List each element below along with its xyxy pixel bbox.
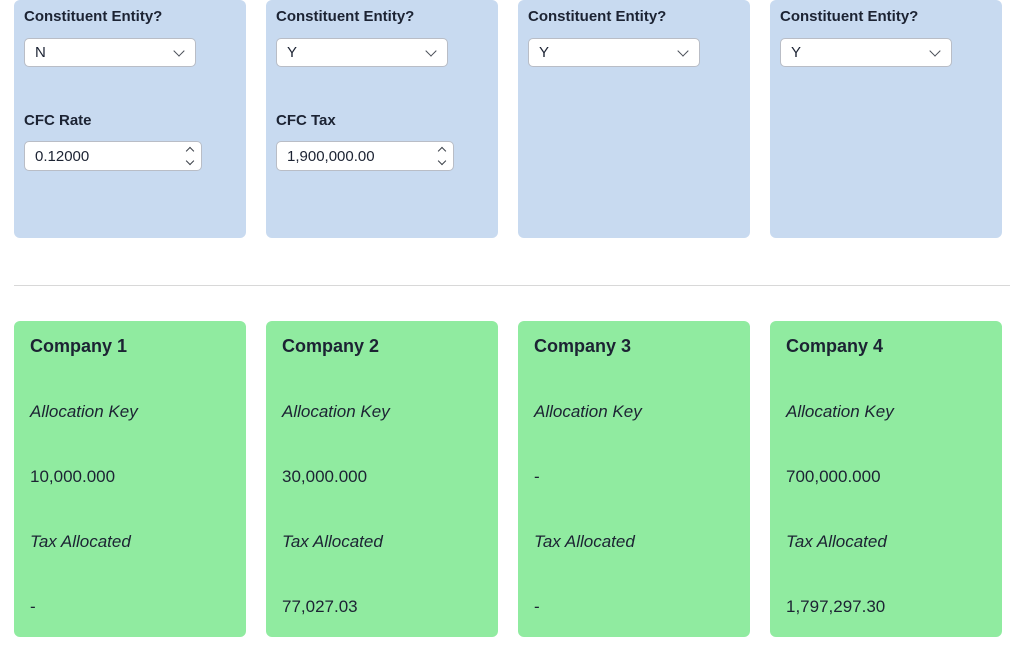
allocation-key-value: 700,000.000 xyxy=(786,467,881,486)
constituent-entity-label: Constituent Entity? xyxy=(24,8,163,25)
company-cards-row: Company 1 Allocation Key 10,000.000 Tax … xyxy=(14,321,1010,637)
number-stepper[interactable] xyxy=(437,141,447,171)
spinner-down-icon xyxy=(437,156,447,166)
tax-allocated-value: 1,797,297.30 xyxy=(786,597,886,616)
constituent-entity-label: Constituent Entity? xyxy=(528,8,667,25)
cfc-tax-input-wrap xyxy=(276,141,454,171)
constituent-entity-select[interactable]: N xyxy=(24,38,196,67)
entity-card-3: Constituent Entity? Y xyxy=(518,0,750,238)
allocation-key-value: 10,000.000 xyxy=(30,467,116,486)
spinner-up-icon xyxy=(185,146,195,156)
allocation-key-value: - xyxy=(534,467,540,486)
constituent-entity-select[interactable]: Y xyxy=(528,38,700,67)
tax-allocated-label: Tax Allocated xyxy=(30,532,131,551)
select-value: N xyxy=(35,44,46,61)
allocation-key-label: Allocation Key xyxy=(30,402,138,421)
select-value: Y xyxy=(539,44,550,61)
company-card-1: Company 1 Allocation Key 10,000.000 Tax … xyxy=(14,321,246,637)
allocation-key-label: Allocation Key xyxy=(534,402,642,421)
company-title: Company 2 xyxy=(282,336,380,356)
company-title: Company 1 xyxy=(30,336,128,356)
number-stepper[interactable] xyxy=(185,141,195,171)
entity-card-4: Constituent Entity? Y xyxy=(770,0,1002,238)
tax-allocated-label: Tax Allocated xyxy=(786,532,887,551)
constituent-entity-select[interactable]: Y xyxy=(276,38,448,67)
chevron-down-icon xyxy=(929,44,941,57)
cfc-tax-label: CFC Tax xyxy=(276,112,336,129)
allocation-key-label: Allocation Key xyxy=(786,402,894,421)
company-card-2: Company 2 Allocation Key 30,000.000 Tax … xyxy=(266,321,498,637)
cfc-tax-input[interactable] xyxy=(276,141,454,171)
select-value: Y xyxy=(287,44,298,61)
constituent-entity-label: Constituent Entity? xyxy=(780,8,919,25)
tax-allocated-label: Tax Allocated xyxy=(282,532,383,551)
tax-allocated-value: - xyxy=(534,597,540,616)
cfc-rate-label: CFC Rate xyxy=(24,112,92,129)
divider xyxy=(14,285,1010,286)
constituent-entity-select[interactable]: Y xyxy=(780,38,952,67)
entity-card-2: Constituent Entity? Y CFC Tax xyxy=(266,0,498,238)
cfc-rate-input-wrap xyxy=(24,141,202,171)
entity-card-1: Constituent Entity? N CFC Rate xyxy=(14,0,246,238)
allocation-key-value: 30,000.000 xyxy=(282,467,368,486)
company-card-4: Company 4 Allocation Key 700,000.000 Tax… xyxy=(770,321,1002,637)
company-title: Company 3 xyxy=(534,336,632,356)
select-value: Y xyxy=(791,44,802,61)
page: Constituent Entity? N CFC Rate Constitue… xyxy=(14,0,1010,637)
company-title: Company 4 xyxy=(786,336,884,356)
cfc-rate-input[interactable] xyxy=(24,141,202,171)
constituent-entity-label: Constituent Entity? xyxy=(276,8,415,25)
allocation-key-label: Allocation Key xyxy=(282,402,390,421)
chevron-down-icon xyxy=(677,44,689,57)
tax-allocated-value: 77,027.03 xyxy=(282,597,358,616)
spinner-down-icon xyxy=(185,156,195,166)
spinner-up-icon xyxy=(437,146,447,156)
chevron-down-icon xyxy=(425,44,437,57)
tax-allocated-value: - xyxy=(30,597,36,616)
company-card-3: Company 3 Allocation Key - Tax Allocated… xyxy=(518,321,750,637)
tax-allocated-label: Tax Allocated xyxy=(534,532,635,551)
chevron-down-icon xyxy=(173,44,185,57)
entity-cards-row: Constituent Entity? N CFC Rate Constitue… xyxy=(14,0,1010,238)
